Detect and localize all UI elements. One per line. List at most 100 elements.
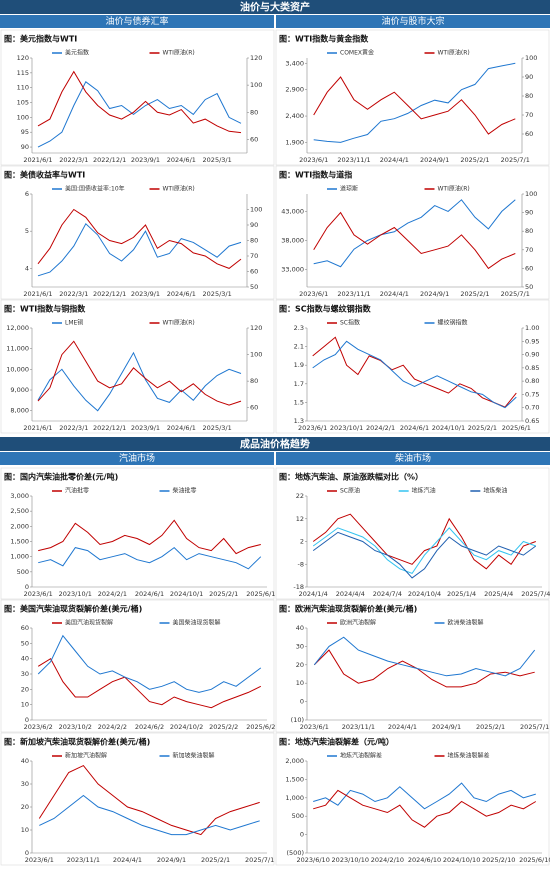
series-line: [37, 70, 242, 134]
x-tick-label: 2025/2/1: [468, 424, 497, 432]
y-tick-label: 1,000: [10, 553, 29, 561]
y2-tick-label: 70: [250, 252, 258, 260]
y2-tick-label: 60: [250, 404, 258, 412]
y-tick-label: 2,000: [10, 522, 29, 530]
x-tick-label: 2024/9/1: [157, 856, 186, 864]
y2-tick-label: 80: [250, 108, 258, 116]
sub-title: 油价与债券汇率: [105, 15, 168, 27]
y-tick-label: 115: [17, 69, 29, 77]
x-tick-label: 2024/10/10: [443, 856, 480, 864]
y2-tick-label: 0.75: [525, 390, 539, 398]
x-tick-label: 2024/4/1: [380, 156, 409, 164]
y-tick-label: -18: [293, 583, 304, 591]
y2-tick-label: 80: [525, 92, 533, 100]
x-tick-label: 2022/12/1: [93, 424, 126, 432]
x-tick-label: 2024/6/1: [167, 424, 196, 432]
y2-tick-label: 100: [250, 81, 262, 89]
y-tick-label: 11,000: [6, 345, 29, 353]
y-tick-label: 0: [25, 849, 29, 857]
x-tick-label: 2023/9/1: [131, 424, 160, 432]
x-tick-label: 2023/10/10: [332, 856, 369, 864]
x-tick-label: 2022/3/1: [59, 424, 88, 432]
legend-label: 道琼斯: [340, 185, 358, 193]
legend-label: 柴油批零: [173, 487, 197, 495]
x-tick-label: 2025/2/1: [460, 156, 489, 164]
panel: [0, 599, 275, 733]
y-tick-label: 12: [296, 515, 304, 523]
x-tick-label: 2023/9/1: [131, 290, 160, 298]
legend-label: WTI原油(R): [438, 185, 470, 193]
x-tick-label: 2024/1/4: [299, 590, 328, 598]
y-tick-label: 1,500: [285, 775, 304, 783]
x-tick-label: 2023/11/1: [342, 723, 375, 731]
x-tick-label: 2023/11/1: [337, 290, 370, 298]
y-tick-label: 60: [21, 624, 29, 632]
legend-label: LME铜: [65, 319, 83, 327]
series-line: [312, 527, 536, 575]
legend-label: SC原油: [340, 487, 360, 495]
x-tick-label: 2023/6/1: [25, 856, 54, 864]
y-tick-label: 30: [21, 780, 29, 788]
y2-tick-label: 120: [250, 324, 262, 332]
y-tick-label: (500): [287, 849, 304, 857]
x-tick-label: 2022/12/1: [93, 290, 126, 298]
y-tick-label: 38,000: [281, 237, 304, 245]
legend-label: 美元指数: [65, 49, 89, 57]
chart-title: 图：美元指数与WTI: [4, 34, 77, 44]
series-line: [37, 222, 242, 277]
y-tick-label: 2,400: [285, 112, 304, 120]
section-bar: [0, 0, 550, 14]
y2-tick-label: 100: [250, 351, 262, 359]
y-tick-label: 22: [296, 492, 304, 500]
x-tick-label: 2024/10/1: [432, 424, 465, 432]
panel: [0, 165, 275, 300]
x-tick-label: 2024/10/2: [170, 723, 203, 731]
chart-title: 图：SC指数与螺纹钢指数: [279, 304, 372, 314]
chart-title: 图：地炼汽柴油、原油涨跌幅对比（%）: [279, 472, 423, 482]
x-tick-label: 2025/7/1: [501, 156, 530, 164]
y-tick-label: 3,400: [285, 59, 304, 67]
chart-title: 图：WTI指数与铜指数: [4, 304, 86, 314]
x-tick-label: 2025/6/1: [502, 424, 531, 432]
x-tick-label: 2025/2/1: [460, 290, 489, 298]
series-line: [39, 794, 260, 836]
y2-tick-label: 0.70: [525, 404, 539, 412]
y-tick-label: 10: [21, 701, 29, 709]
series-line: [312, 531, 537, 579]
y2-tick-label: 90: [525, 209, 533, 217]
x-tick-label: 2023/11/1: [67, 856, 100, 864]
y-tick-label: 1.7: [294, 380, 304, 388]
y2-tick-label: 100: [525, 190, 537, 198]
x-tick-label: 2023/6/1: [24, 590, 53, 598]
legend-label: 地炼汽油裂解差: [340, 752, 382, 760]
y-tick-label: 20: [21, 685, 29, 693]
x-tick-label: 2025/3/1: [203, 424, 232, 432]
y2-tick-label: 90: [525, 73, 533, 81]
series-line: [313, 76, 516, 135]
y-tick-label: 2.1: [294, 343, 304, 351]
y-tick-label: 20: [21, 803, 29, 811]
series-line: [313, 789, 537, 828]
x-tick-label: 2025/2/1: [476, 723, 505, 731]
x-tick-label: 2023/10/2: [59, 723, 92, 731]
y-tick-label: (10): [291, 716, 304, 724]
x-tick-label: 2025/1/4: [447, 590, 476, 598]
y2-tick-label: 60: [525, 130, 533, 138]
x-tick-label: 2025/6/1: [246, 590, 275, 598]
y2-tick-label: 80: [250, 237, 258, 245]
legend-label: 汽油批零: [65, 487, 89, 495]
x-tick-label: 2022/3/1: [59, 156, 88, 164]
y2-tick-label: 60: [525, 264, 533, 272]
y2-tick-label: 60: [250, 268, 258, 276]
x-tick-label: 2023/11/1: [337, 156, 370, 164]
y2-tick-label: 100: [250, 206, 262, 214]
sub-bar: [0, 452, 274, 465]
y-tick-label: 2.3: [294, 324, 304, 332]
panel: [275, 29, 550, 166]
legend-label: 新加坡汽油裂解: [65, 752, 107, 760]
section-title: 油价与大类资产: [240, 1, 310, 14]
x-tick-label: 2025/2/1: [209, 590, 238, 598]
x-tick-label: 2024/2/1: [366, 424, 395, 432]
series-line: [313, 211, 516, 270]
x-tick-label: 2021/6/1: [23, 290, 52, 298]
